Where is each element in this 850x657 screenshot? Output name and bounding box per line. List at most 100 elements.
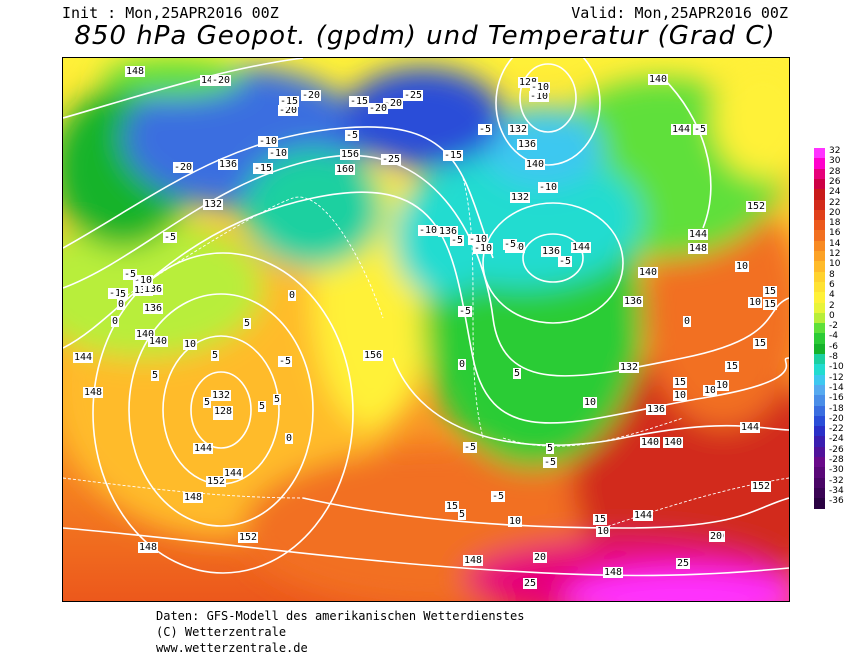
isotherm-label: -5 xyxy=(693,124,708,135)
scale-swatch xyxy=(814,209,825,221)
isohypse-label: 140 xyxy=(638,267,659,278)
isotherm-label: -5 xyxy=(503,239,518,250)
scale-label: -18 xyxy=(829,403,844,414)
isohypse-label: 144 xyxy=(193,443,214,454)
scale-label: 30 xyxy=(829,156,841,167)
scale-label: -30 xyxy=(829,465,844,476)
isohypse-label: 132 xyxy=(619,362,640,373)
isohypse-label: 140 xyxy=(648,74,669,85)
scale-swatch xyxy=(814,292,825,303)
isotherm-label: 5 xyxy=(546,443,555,454)
scale-label: -14 xyxy=(829,382,844,393)
scale-swatch xyxy=(814,178,825,190)
scale-label: -28 xyxy=(829,455,844,465)
scale-label: 20 xyxy=(829,207,841,218)
isotherm-label: 5 xyxy=(513,368,522,379)
scale-swatch xyxy=(814,333,825,345)
scale-label: 2 xyxy=(829,300,835,311)
isotherm-label: 15 xyxy=(445,501,460,512)
scale-label: -6 xyxy=(829,341,838,352)
isohypse-label: 128 xyxy=(213,406,234,417)
isotherm-label: -5 xyxy=(478,124,493,135)
isotherm-label: -5 xyxy=(278,356,293,367)
scale-swatch xyxy=(814,240,825,252)
map-title: 850 hPa Geopot. (gpdm) und Temperatur (G… xyxy=(74,21,776,51)
isohypse-label: 144 xyxy=(223,468,244,479)
isohypse-label: 128 xyxy=(518,77,539,88)
scale-swatch xyxy=(814,230,825,242)
scale-label: -22 xyxy=(829,424,844,435)
scale-swatch xyxy=(814,467,825,479)
isotherm-label: -5 xyxy=(558,256,573,267)
scale-swatch xyxy=(814,271,825,283)
isotherm-label: 5 xyxy=(258,401,267,412)
isohypse-label: 136 xyxy=(438,226,459,237)
scale-label: 8 xyxy=(829,269,835,280)
scale-label: 10 xyxy=(829,259,841,270)
scale-swatch xyxy=(814,220,825,231)
scale-swatch xyxy=(814,374,825,386)
weather-map: 1481401361321281441521561601361321401441… xyxy=(62,57,790,602)
isotherm-label: 0 xyxy=(458,359,467,370)
isotherm-label: 0 xyxy=(288,290,297,301)
isohypse-label: 148 xyxy=(688,243,709,254)
init-time: Init : Mon,25APR2016 00Z xyxy=(62,4,279,22)
scale-swatch xyxy=(814,302,825,314)
isotherm-label: 10 xyxy=(735,261,750,272)
isotherm-label: -5 xyxy=(458,306,473,317)
isohypse-label: 148 xyxy=(603,567,624,578)
isotherm-label: 15 xyxy=(763,286,778,297)
scale-label: 0 xyxy=(829,310,835,321)
scale-swatch xyxy=(814,354,825,365)
isohypse-label: 148 xyxy=(183,492,204,503)
isotherm-label: -10 xyxy=(530,82,551,93)
isotherm-label: -10 xyxy=(108,288,129,299)
scale-label: -10 xyxy=(829,362,844,373)
isohypse-label: 144 xyxy=(633,510,654,521)
isotherm-label: 10 xyxy=(596,526,611,537)
isohypse-label: 136 xyxy=(623,296,644,307)
isotherm-label: -15 xyxy=(279,96,300,107)
isohypse-label: 152 xyxy=(238,532,259,543)
isotherm-label: -15 xyxy=(253,163,274,174)
scale-label: -32 xyxy=(829,475,844,486)
isotherm-label: -5 xyxy=(543,457,558,468)
isotherm-label: -20 xyxy=(211,75,232,86)
scale-swatch xyxy=(814,415,825,427)
scale-label: -4 xyxy=(829,331,838,342)
isotherm-label: -25 xyxy=(403,90,424,101)
isotherm-label: -5 xyxy=(491,491,506,502)
isohypse-label: 132 xyxy=(510,192,531,203)
scale-swatch xyxy=(814,446,825,458)
isohypse-label: 136 xyxy=(143,284,164,295)
valid-time: Valid: Mon,25APR2016 00Z xyxy=(571,4,788,22)
isohypse-label: 144 xyxy=(73,352,94,363)
temperature-blobs xyxy=(63,58,789,601)
isohypse-label: 140 xyxy=(135,329,156,340)
isotherm-label: 5 xyxy=(273,394,282,405)
scale-swatch xyxy=(814,158,825,170)
isotherm-label: -10 xyxy=(418,225,439,236)
scale-swatch xyxy=(814,395,825,406)
scale-swatch xyxy=(814,168,825,180)
isohypse-label: 148 xyxy=(463,555,484,566)
isohypse-label: 144 xyxy=(688,229,709,240)
isotherm-label: -10 xyxy=(268,148,289,159)
scale-label: 12 xyxy=(829,249,841,259)
isotherm-label: -20 xyxy=(278,105,299,116)
isohypse-label: 152 xyxy=(751,481,772,492)
isohypse-label: 156 xyxy=(363,350,384,361)
isohypse-label: 156 xyxy=(340,149,361,160)
isotherm-label: 10 xyxy=(715,380,730,391)
isotherm-label: 5 xyxy=(211,350,220,361)
isohypse-label: 144 xyxy=(671,124,692,135)
isotherm-label: 5 xyxy=(243,318,252,329)
isotherm-label: -5 xyxy=(463,442,478,453)
isohypse-label: 136 xyxy=(218,159,239,170)
isohypse-label: 140 xyxy=(525,159,546,170)
scale-swatch xyxy=(814,498,825,509)
scale-label: 18 xyxy=(829,218,841,229)
footer-url: www.wetterzentrale.de xyxy=(156,641,308,655)
scale-label: 22 xyxy=(829,197,841,208)
isotherm-label: 15 xyxy=(763,299,778,310)
